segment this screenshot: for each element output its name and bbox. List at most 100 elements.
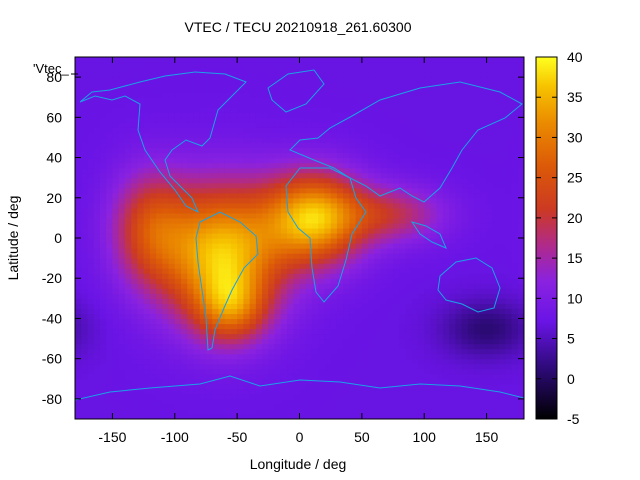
- heatmap-cell: [199, 268, 207, 274]
- heatmap-cell: [212, 147, 220, 154]
- heatmap-cell: [474, 338, 481, 345]
- heatmap-cell: [330, 328, 338, 335]
- heatmap-cell: [199, 238, 207, 244]
- heatmap-cell: [187, 388, 195, 395]
- heatmap-cell: [393, 152, 400, 159]
- heatmap-cell: [499, 77, 506, 83]
- heatmap-cell: [137, 202, 145, 209]
- heatmap-cell: [424, 227, 432, 234]
- heatmap-cell: [467, 97, 475, 103]
- heatmap-cell: [299, 112, 307, 118]
- heatmap-cell: [343, 388, 350, 395]
- heatmap-cell: [299, 227, 307, 234]
- heatmap-cell: [268, 343, 276, 350]
- heatmap-cell: [511, 333, 519, 340]
- heatmap-cell: [205, 182, 213, 189]
- heatmap-cell: [237, 87, 244, 93]
- heatmap-cell: [224, 122, 232, 128]
- heatmap-cell: [399, 102, 407, 108]
- heatmap-cell: [87, 82, 95, 88]
- heatmap-cell: [486, 117, 494, 123]
- heatmap-cell: [75, 97, 82, 103]
- heatmap-cell: [355, 177, 363, 184]
- heatmap-cell: [455, 353, 463, 360]
- heatmap-cell: [461, 273, 469, 279]
- heatmap-cell: [143, 383, 151, 390]
- heatmap-cell: [430, 87, 438, 93]
- heatmap-cell: [417, 182, 425, 189]
- heatmap-cell: [262, 117, 269, 123]
- heatmap-cell: [486, 77, 494, 83]
- heatmap-cell: [430, 97, 438, 103]
- heatmap-cell: [517, 107, 524, 113]
- heatmap-cell: [467, 102, 475, 108]
- heatmap-cell: [181, 197, 188, 204]
- heatmap-cell: [249, 333, 257, 340]
- heatmap-cell: [467, 403, 475, 410]
- heatmap-cell: [99, 67, 107, 73]
- heatmap-cell: [118, 227, 126, 234]
- heatmap-cell: [143, 187, 151, 194]
- heatmap-cell: [449, 303, 457, 309]
- heatmap-cell: [230, 82, 238, 88]
- heatmap-cell: [137, 258, 145, 264]
- heatmap-cell: [230, 288, 238, 294]
- heatmap-cell: [181, 258, 188, 264]
- heatmap-cell: [75, 127, 82, 134]
- heatmap-cell: [455, 263, 463, 269]
- heatmap-cell: [368, 408, 375, 415]
- heatmap-cell: [156, 77, 163, 83]
- heatmap-cell: [436, 383, 444, 390]
- heatmap-cell: [187, 263, 195, 269]
- heatmap-cell: [81, 132, 89, 139]
- heatmap-cell: [399, 328, 407, 335]
- heatmap-cell: [187, 338, 195, 345]
- heatmap-cell: [137, 72, 145, 78]
- heatmap-cell: [274, 162, 282, 169]
- heatmap-cell: [393, 308, 400, 315]
- heatmap-cell: [305, 162, 313, 169]
- heatmap-cell: [181, 263, 188, 269]
- heatmap-cell: [205, 222, 213, 229]
- heatmap-cell: [492, 258, 500, 264]
- heatmap-cell: [517, 238, 524, 244]
- heatmap-cell: [75, 227, 82, 234]
- heatmap-cell: [168, 187, 176, 194]
- heatmap-cell: [249, 117, 257, 123]
- heatmap-cell: [311, 77, 319, 83]
- heatmap-cell: [355, 298, 363, 304]
- heatmap-cell: [436, 378, 444, 385]
- heatmap-cell: [355, 122, 363, 128]
- heatmap-cell: [374, 383, 382, 390]
- heatmap-cell: [505, 293, 513, 299]
- heatmap-cell: [118, 142, 126, 149]
- heatmap-cell: [262, 207, 269, 214]
- heatmap-cell: [99, 258, 107, 264]
- heatmap-cell: [324, 92, 332, 98]
- heatmap-cell: [137, 82, 145, 88]
- heatmap-cell: [336, 217, 344, 224]
- heatmap-cell: [324, 217, 332, 224]
- heatmap-cell: [361, 318, 369, 325]
- heatmap-cell: [143, 248, 151, 254]
- heatmap-cell: [143, 67, 151, 73]
- heatmap-cell: [224, 142, 232, 149]
- heatmap-cell: [449, 393, 457, 400]
- heatmap-cell: [268, 122, 276, 128]
- heatmap-cell: [268, 293, 276, 299]
- heatmap-cell: [517, 413, 524, 419]
- heatmap-cell: [361, 222, 369, 229]
- heatmap-cell: [492, 232, 500, 239]
- heatmap-cell: [436, 388, 444, 395]
- heatmap-cell: [336, 87, 344, 93]
- heatmap-cell: [156, 258, 163, 264]
- heatmap-cell: [311, 197, 319, 204]
- heatmap-cell: [124, 227, 132, 234]
- heatmap-cell: [336, 172, 344, 179]
- heatmap-cell: [243, 403, 251, 410]
- heatmap-cell: [199, 117, 207, 123]
- heatmap-cell: [411, 343, 419, 350]
- heatmap-cell: [336, 227, 344, 234]
- heatmap-cell: [393, 263, 400, 269]
- heatmap-cell: [330, 212, 338, 219]
